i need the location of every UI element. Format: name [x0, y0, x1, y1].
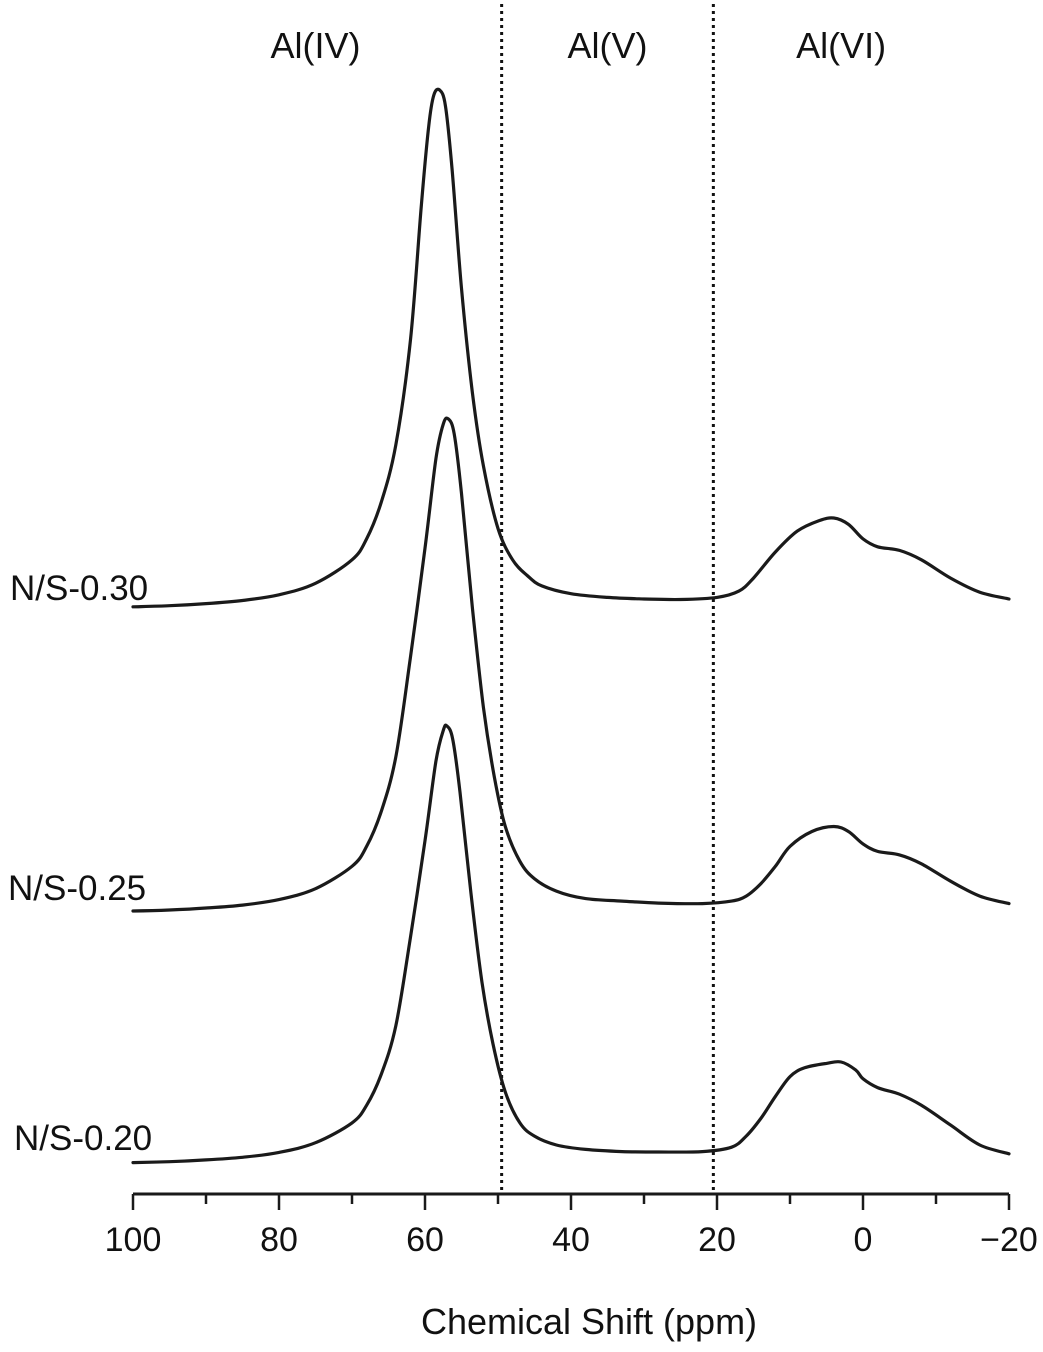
- x-axis-title: Chemical Shift (ppm): [421, 1301, 757, 1342]
- region-dividers: [500, 4, 715, 1190]
- series-label-0: N/S-0.30: [10, 569, 148, 608]
- x-tick-label-4: 20: [698, 1221, 736, 1259]
- x-tick-label-0: 100: [105, 1221, 162, 1259]
- x-tick-label-3: 40: [552, 1221, 590, 1259]
- spectrum-line-n-s-0-20: [131, 723, 1011, 1165]
- x-tick-label-2: 60: [406, 1221, 444, 1259]
- x-tick-label-5: 0: [854, 1221, 873, 1259]
- spectrum-line-n-s-0-25: [131, 416, 1011, 913]
- series-labels: N/S-0.30 N/S-0.25 N/S-0.20: [8, 569, 152, 1158]
- region-label-0: Al(IV): [271, 25, 361, 66]
- region-label-2: Al(VI): [796, 25, 886, 66]
- series-label-1: N/S-0.25: [8, 869, 146, 908]
- spectra: [131, 87, 1011, 1165]
- x-axis: 100 80 60 40 20 0 −20: [105, 1192, 1038, 1259]
- x-tick-label-1: 80: [260, 1221, 298, 1259]
- x-tick-label-6: −20: [980, 1221, 1038, 1259]
- region-labels: Al(IV) Al(V) Al(VI): [271, 25, 887, 66]
- spectrum-line-n-s-0-30: [131, 87, 1011, 609]
- series-label-2: N/S-0.20: [14, 1119, 152, 1158]
- region-label-1: Al(V): [568, 25, 648, 66]
